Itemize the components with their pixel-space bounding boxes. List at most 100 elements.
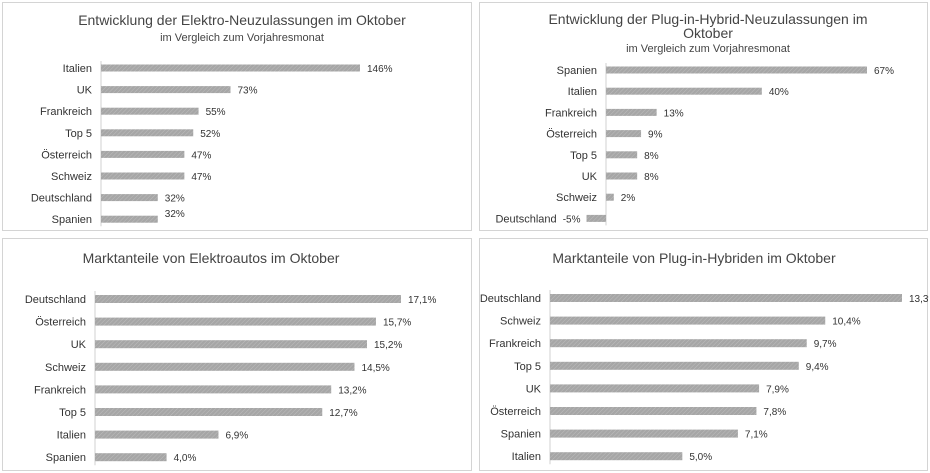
bar — [95, 295, 401, 303]
bar — [606, 87, 762, 95]
chart-panel-ev-share: Marktanteile von Elektroautos im Oktober… — [2, 238, 472, 471]
bar — [101, 194, 158, 202]
chart-title: Entwicklung der Elektro-Neuzulassungen i… — [78, 12, 406, 28]
value-label: 52% — [200, 129, 220, 140]
category-label: Italien — [63, 63, 92, 75]
value-label: 13,3% — [909, 294, 929, 305]
chart-title: Entwicklung der Plug-in-Hybrid-Neuzulass… — [548, 11, 867, 27]
bar — [606, 193, 614, 201]
bar — [550, 361, 799, 370]
category-label: Österreich — [41, 149, 92, 161]
bar — [550, 384, 760, 393]
category-label: UK — [71, 339, 87, 351]
category-label: Top 5 — [59, 407, 86, 419]
value-label: -5% — [563, 214, 581, 225]
category-label: UK — [77, 85, 93, 97]
chart-title: Marktanteile von Plug-in-Hybriden im Okt… — [552, 250, 836, 266]
chart-phev-growth: Entwicklung der Plug-in-Hybrid-Neuzulass… — [495, 11, 894, 226]
value-label: 4,0% — [174, 453, 197, 464]
bar — [101, 215, 158, 223]
category-label: Spanien — [46, 452, 86, 464]
value-label: 13,2% — [338, 385, 366, 396]
bar — [95, 362, 355, 371]
category-label: Top 5 — [65, 128, 92, 140]
value-label: 8% — [644, 172, 659, 183]
category-label: Top 5 — [570, 150, 597, 162]
category-label: Österreich — [490, 406, 541, 418]
chart-panel-phev-share: Marktanteile von Plug-in-Hybriden im Okt… — [479, 238, 929, 471]
chart-title-line2: Oktober — [683, 25, 733, 41]
category-label: Deutschland — [480, 293, 541, 305]
category-label: Schweiz — [556, 192, 597, 204]
category-label: Italien — [512, 451, 541, 463]
bar — [101, 64, 360, 72]
bar — [550, 339, 807, 348]
value-label: 5,0% — [689, 452, 712, 463]
category-label: Spanien — [52, 214, 92, 226]
value-label: 7,9% — [766, 384, 789, 395]
bar — [101, 107, 199, 115]
value-label: 14,5% — [361, 363, 389, 374]
bar — [606, 130, 642, 138]
value-label: 6,9% — [225, 431, 248, 442]
category-label: Österreich — [35, 317, 86, 329]
category-label: Spanien — [557, 65, 597, 77]
value-label: 2% — [621, 193, 636, 204]
bar — [95, 385, 332, 394]
category-label: Schweiz — [500, 316, 541, 328]
bar — [606, 151, 638, 159]
chart-panel-phev-growth: Entwicklung der Plug-in-Hybrid-Neuzulass… — [479, 2, 928, 231]
value-label: 12,7% — [329, 408, 357, 419]
value-label: 8% — [644, 151, 659, 162]
value-label: 7,8% — [763, 407, 786, 418]
chart-phev-share: Marktanteile von Plug-in-Hybriden im Okt… — [480, 250, 929, 465]
value-label: 55% — [206, 107, 226, 118]
category-label: Spanien — [501, 429, 541, 441]
bar — [550, 452, 683, 461]
value-label: 9,4% — [806, 362, 829, 373]
value-label: 17,1% — [408, 295, 436, 306]
chart-subtitle: im Vergleich zum Vorjahresmonat — [626, 43, 790, 55]
value-label: 67% — [874, 66, 894, 77]
bar — [101, 129, 194, 137]
value-label: 146% — [367, 64, 393, 75]
bar — [101, 86, 231, 94]
chart-ev-share: Marktanteile von Elektroautos im Oktober… — [25, 250, 436, 466]
chart-panel-ev-growth: Entwicklung der Elektro-Neuzulassungen i… — [2, 2, 472, 231]
value-label: 47% — [191, 150, 211, 161]
bar — [95, 430, 219, 439]
bar — [606, 172, 638, 180]
bar — [95, 408, 323, 416]
bar — [586, 214, 606, 222]
bar — [550, 429, 738, 438]
bar — [606, 66, 867, 74]
category-label: Deutschland — [31, 193, 92, 205]
bar — [606, 108, 657, 116]
bar — [550, 407, 757, 415]
value-label: 15,2% — [374, 340, 402, 351]
bar — [101, 172, 185, 180]
bar — [95, 453, 167, 462]
value-label: 32% — [165, 209, 185, 220]
bar — [95, 317, 376, 326]
value-label: 9,7% — [814, 339, 837, 350]
value-label: 9% — [648, 130, 663, 141]
bar — [101, 150, 185, 158]
category-label: Schweiz — [51, 171, 92, 183]
chart-title: Marktanteile von Elektroautos im Oktober — [83, 250, 340, 266]
bar — [550, 294, 902, 302]
category-label: Deutschland — [495, 213, 556, 225]
category-label: Österreich — [546, 129, 597, 141]
category-label: Top 5 — [514, 361, 541, 373]
bar — [95, 340, 367, 349]
value-label: 7,1% — [745, 430, 768, 441]
category-label: Frankreich — [489, 338, 541, 350]
value-label: 47% — [191, 172, 211, 183]
bar — [550, 316, 826, 325]
value-label: 73% — [238, 86, 258, 97]
value-label: 13% — [664, 108, 684, 119]
category-label: Schweiz — [45, 362, 86, 374]
category-label: UK — [526, 383, 542, 395]
category-label: Frankreich — [545, 107, 597, 119]
category-label: Frankreich — [34, 384, 86, 396]
